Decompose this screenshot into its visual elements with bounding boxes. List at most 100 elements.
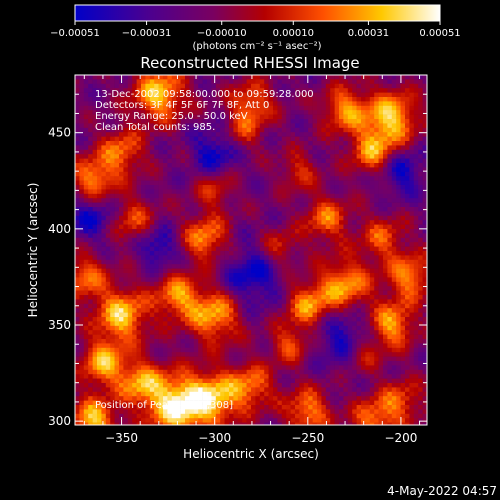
heatmap-cell [75,79,80,85]
heatmap-cell [211,317,217,322]
heatmap-cell [237,308,243,313]
heatmap-cell [75,286,80,291]
heatmap-cell [365,127,371,133]
heatmap-cell [273,242,278,247]
heatmap-cell [83,145,89,151]
heatmap-cell [198,110,203,115]
heatmap-cell [396,88,401,93]
heatmap-cell [79,281,85,287]
heatmap-cell [123,211,129,217]
heatmap-cell [413,171,419,177]
heatmap-cell [317,321,322,327]
heatmap-cell [141,132,146,137]
heatmap-cell [427,141,432,146]
heatmap-cell [119,246,124,252]
heatmap-cell [202,75,208,80]
heatmap-cell [75,75,80,80]
heatmap-cell [303,286,309,291]
heatmap-cell [255,163,261,168]
heatmap-cell [198,123,203,129]
heatmap-cell [92,185,98,190]
heatmap-cell [273,264,278,269]
heatmap-cell [224,242,230,247]
heatmap-cell [295,154,300,159]
heatmap-cell [224,132,230,137]
heatmap-cell [185,281,190,287]
heatmap-cell [88,295,93,300]
heatmap-cell [290,163,296,168]
heatmap-cell [365,83,371,89]
heatmap-cell [167,207,173,212]
heatmap-cell [136,290,142,296]
heatmap-cell [202,220,208,225]
heatmap-cell [154,110,159,115]
heatmap-cell [290,224,296,230]
heatmap-cell [343,171,349,177]
heatmap-cell [352,97,357,102]
heatmap-cell [176,308,181,313]
heatmap-cell [290,321,296,327]
heatmap-cell [405,79,410,85]
heatmap-cell [427,181,432,186]
heatmap-cell [273,339,278,344]
heatmap-cell [88,233,93,239]
heatmap-cell [303,325,309,331]
heatmap-cell [299,339,305,344]
heatmap-cell [396,233,401,239]
heatmap-cell [356,101,362,107]
heatmap-cell [418,246,423,252]
heatmap-cell [224,215,230,221]
heatmap-cell [378,242,384,247]
heatmap-cell [123,176,129,181]
heatmap-cell [387,163,393,168]
heatmap-cell [369,268,375,274]
heatmap-cell [149,202,155,208]
heatmap-cell [229,154,234,159]
heatmap-cell [396,321,401,327]
heatmap-cell [255,303,261,309]
heatmap-cell [330,83,335,89]
heatmap-cell [330,224,335,230]
heatmap-cell [405,163,410,168]
heatmap-cell [264,281,269,287]
heatmap-cell [215,259,221,265]
heatmap-cell [343,251,349,256]
heatmap-cell [237,273,243,278]
heatmap-cell [264,145,269,151]
heatmap-cell [409,334,415,340]
heatmap-cell [268,321,274,327]
heatmap-cell [114,136,120,142]
heatmap-cell [198,334,203,340]
heatmap-cell [268,233,274,239]
heatmap-cell [303,149,309,155]
heatmap-cell [132,189,137,195]
heatmap-cell [224,303,230,309]
heatmap-cell [321,167,327,173]
heatmap-cell [277,185,283,190]
heatmap-cell [343,281,349,287]
heatmap-cell [119,268,124,274]
heatmap-cell [312,176,318,181]
heatmap-cell [180,295,186,300]
heatmap-cell [92,281,98,287]
heatmap-cell [259,237,265,243]
heatmap-cell [92,299,98,305]
heatmap-cell [83,198,89,203]
heatmap-cell [418,303,423,309]
heatmap-cell [334,92,340,98]
heatmap-cell [207,132,212,137]
heatmap-cell [158,185,164,190]
heatmap-cell [413,237,419,243]
heatmap-cell [163,334,168,340]
heatmap-cell [268,220,274,225]
heatmap-cell [339,286,344,291]
heatmap-cell [422,119,427,124]
heatmap-cell [215,167,221,173]
heatmap-cell [281,88,287,93]
heatmap-cell [321,268,327,274]
heatmap-cell [286,224,291,230]
heatmap-cell [312,251,318,256]
heatmap-cell [163,268,168,274]
heatmap-cell [321,198,327,203]
heatmap-cell [211,92,217,98]
